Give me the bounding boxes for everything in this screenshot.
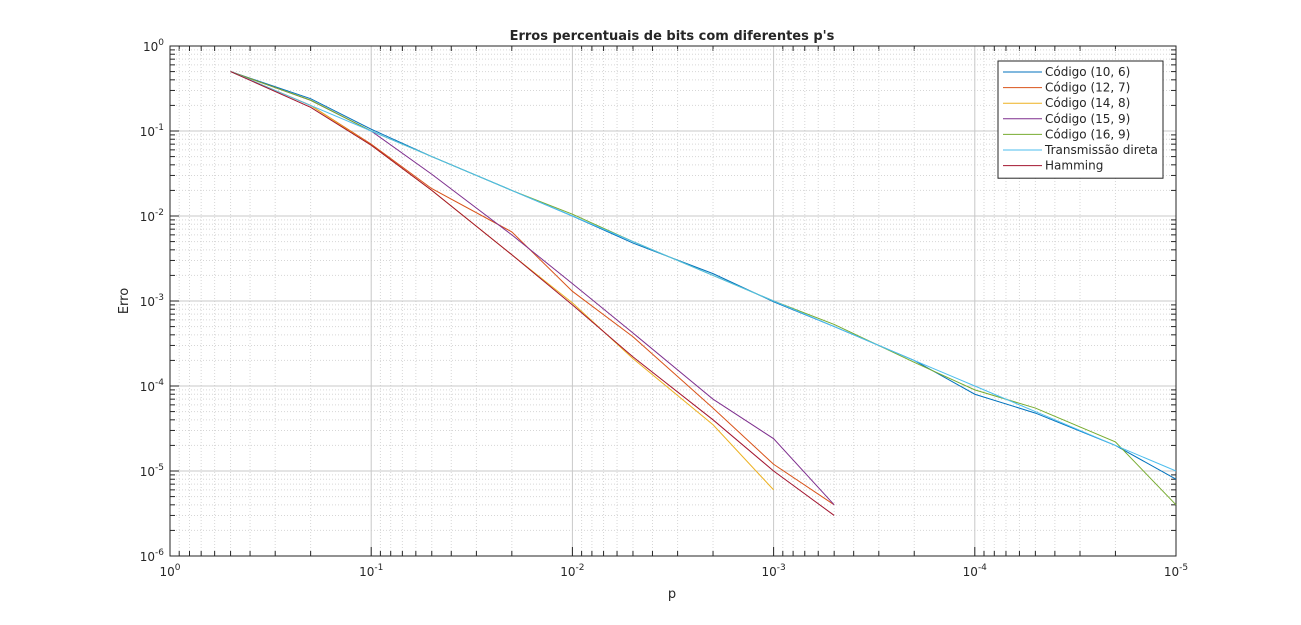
x-tick-label: 10-3 [761,563,785,579]
x-tick-label: 10-5 [1164,563,1188,579]
grid [169,45,1177,557]
legend-box [997,60,1164,179]
x-tick-label: 10-1 [359,563,383,579]
y-tick-label: 100 [143,38,164,54]
x-axis-label: p [668,587,676,602]
legend-label: Código (12, 7) [1045,81,1130,95]
y-tick-label: 10-3 [140,293,164,309]
x-tick-label: 10-2 [560,563,584,579]
chart-title: Erros percentuais de bits com diferentes… [510,29,835,44]
y-tick-label: 10-2 [140,208,164,224]
y-tick-label: 10-5 [140,463,164,479]
y-tick-label: 10-1 [140,123,164,139]
legend-label: Código (10, 6) [1045,65,1130,79]
legend-label: Código (14, 8) [1045,96,1130,110]
y-axis-label: Erro [117,288,132,314]
x-tick-label: 10-4 [963,563,988,579]
series-line [230,71,1177,472]
legend-label: Transmissão direta [1044,143,1158,157]
y-tick-label: 10-6 [140,548,165,564]
plot-frame [169,45,1177,557]
legend-label: Código (16, 9) [1045,127,1130,141]
legend-label: Hamming [1045,159,1103,173]
series-line [230,71,1177,480]
legend: Código (10, 6) Código (12, 7)Código (14, … [997,60,1164,179]
series-line [230,71,835,516]
x-tick-label: 100 [159,563,180,579]
y-tick-label: 10-4 [140,378,165,394]
legend-label: Código (15, 9) [1045,112,1130,126]
